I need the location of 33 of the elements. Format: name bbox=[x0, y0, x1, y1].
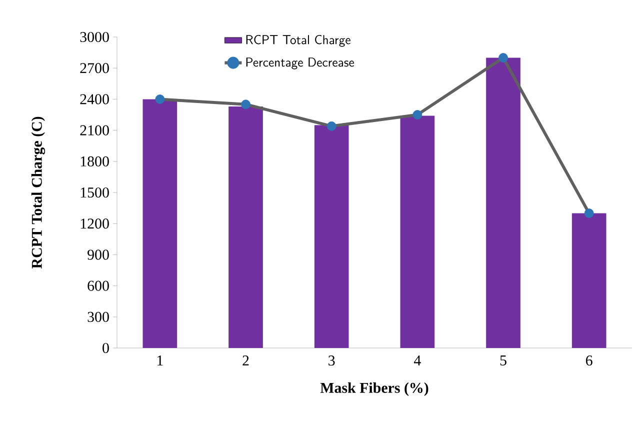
point bbox=[241, 100, 250, 110]
x-tick-label: 5 bbox=[500, 356, 506, 366]
y-tick-label: 900 bbox=[88, 250, 109, 260]
x-tick-label: 3 bbox=[328, 356, 335, 366]
y-tick-label: 2100 bbox=[80, 125, 109, 136]
legend-label: RCPT Total Charge bbox=[246, 34, 350, 47]
bar bbox=[400, 116, 435, 348]
bar bbox=[142, 99, 178, 348]
y-tick-label: 1500 bbox=[80, 187, 109, 198]
x-tick-label: 4 bbox=[414, 356, 421, 366]
point bbox=[498, 53, 508, 62]
bar bbox=[572, 213, 606, 348]
y-tick-label: 600 bbox=[88, 280, 109, 291]
bar bbox=[486, 58, 520, 348]
point bbox=[326, 121, 336, 131]
point bbox=[412, 110, 422, 120]
bar bbox=[314, 125, 349, 348]
y-axis-title: RCPT Total Charge (C) bbox=[31, 116, 46, 269]
point bbox=[155, 94, 165, 104]
y-tick-label: 0 bbox=[102, 342, 109, 354]
y-tick-label: 3000 bbox=[80, 32, 109, 42]
x-axis-title: Mask Fibers (%) bbox=[320, 382, 428, 396]
y-tick-label: 2700 bbox=[80, 63, 109, 74]
y-tick-label: 1800 bbox=[80, 156, 109, 166]
x-tick-label: 6 bbox=[586, 356, 592, 366]
x-tick-label: 1 bbox=[157, 356, 163, 366]
point bbox=[584, 208, 594, 218]
y-tick-label: 1200 bbox=[80, 218, 109, 229]
y-tick-label: 300 bbox=[88, 312, 109, 322]
bar bbox=[228, 106, 263, 348]
x-tick-label: 2 bbox=[242, 356, 249, 366]
legend-label: Percentage Decrease bbox=[246, 58, 354, 70]
y-tick-label: 2400 bbox=[80, 94, 109, 104]
